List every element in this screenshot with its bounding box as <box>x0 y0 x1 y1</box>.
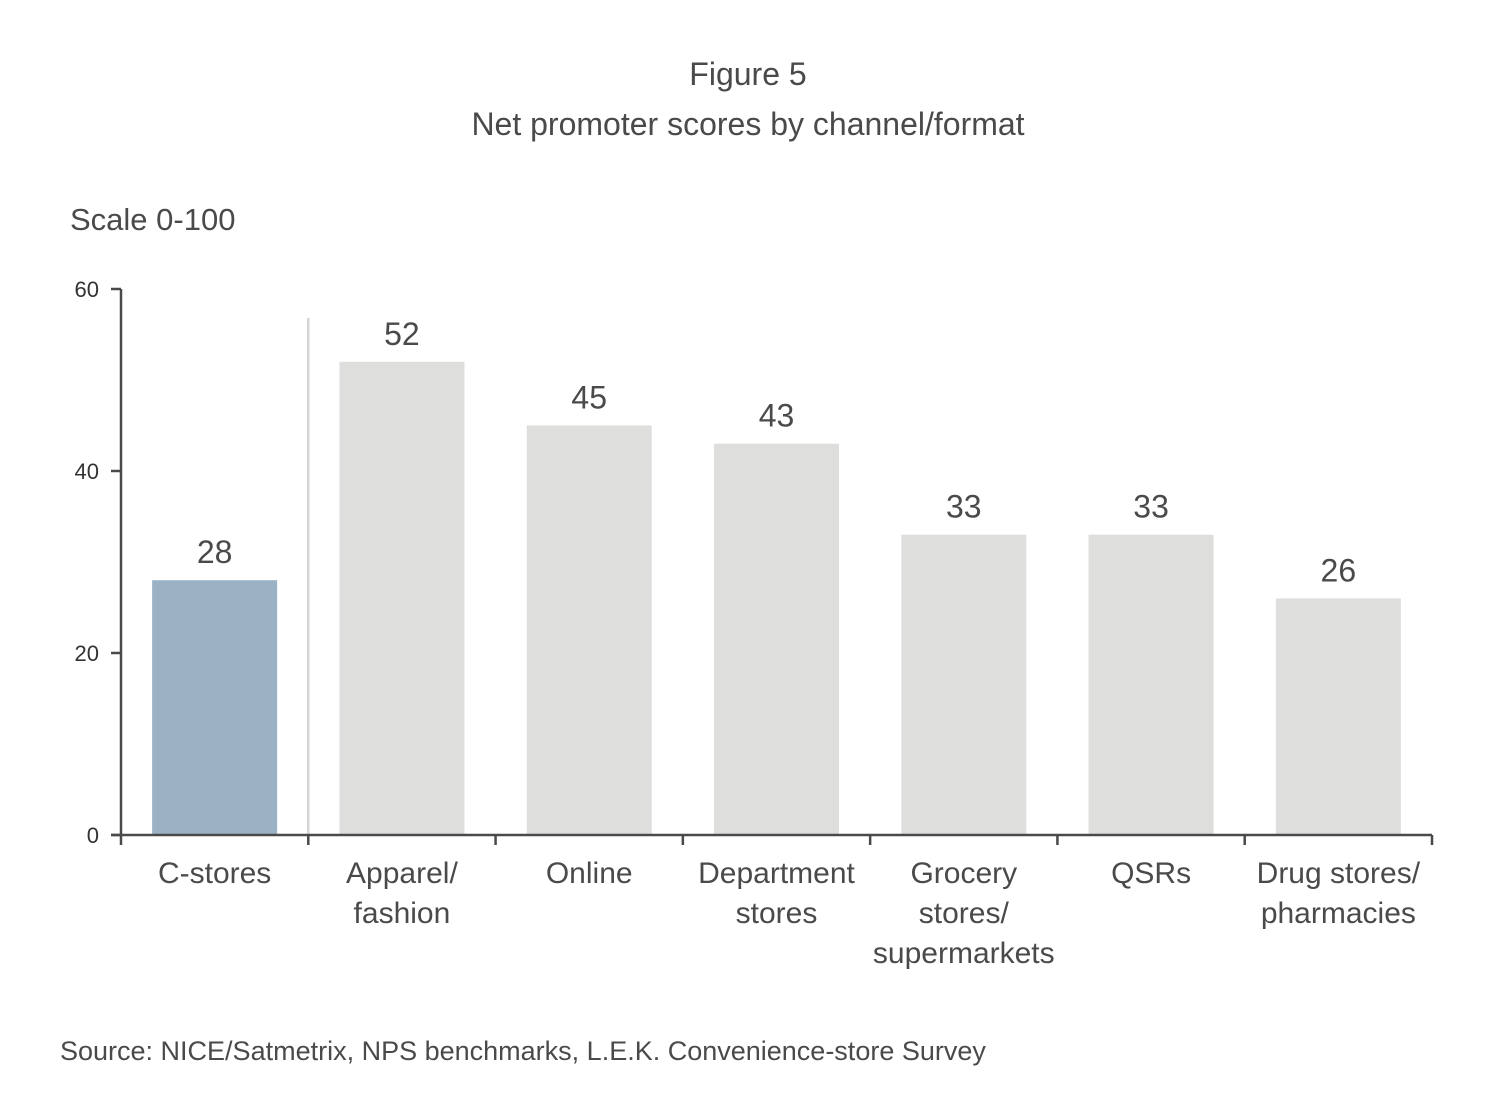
value-label-0: 28 <box>197 534 233 570</box>
labels-group: 28 C-stores 52 Apparel/fashion 45 Online 43 Dep… <box>75 277 1421 970</box>
bar-4 <box>901 534 1027 835</box>
value-label-4: 33 <box>946 489 982 525</box>
value-label-3: 43 <box>759 398 795 434</box>
axes-group <box>111 287 1434 845</box>
category-label-2: Online <box>546 857 633 890</box>
bar-3 <box>714 443 839 835</box>
category-label-3: Department stores <box>698 857 855 930</box>
y-tick-label-1: 20 <box>75 641 99 666</box>
category-label-1: Apparel/fashion <box>346 857 458 930</box>
bar-2 <box>526 425 652 835</box>
y-tick-label-0: 0 <box>87 823 99 848</box>
category-label-5: QSRs <box>1111 857 1191 890</box>
value-label-6: 26 <box>1321 552 1357 588</box>
bar-5 <box>1088 534 1214 835</box>
category-label-6: Drug stores/pharmacies <box>1257 857 1421 930</box>
y-tick-label-2: 40 <box>75 459 99 484</box>
source-note: Source: NICE/Satmetrix, NPS benchmarks, … <box>60 1036 986 1066</box>
y-tick-label-3: 60 <box>75 277 99 302</box>
scale-note: Scale 0-100 <box>70 202 236 237</box>
value-label-5: 33 <box>1133 489 1169 525</box>
value-label-2: 45 <box>571 380 607 416</box>
bar-6 <box>1275 598 1401 835</box>
figure-label: Figure 5 <box>689 56 807 92</box>
bar-1 <box>339 361 465 835</box>
bars-group <box>152 361 1401 835</box>
category-label-0: C-stores <box>158 857 271 890</box>
chart-title: Net promoter scores by channel/format <box>471 106 1025 142</box>
category-label-4: Grocery stores/supermarkets <box>873 857 1055 970</box>
value-label-1: 52 <box>384 316 420 352</box>
bar-0 <box>152 580 278 835</box>
